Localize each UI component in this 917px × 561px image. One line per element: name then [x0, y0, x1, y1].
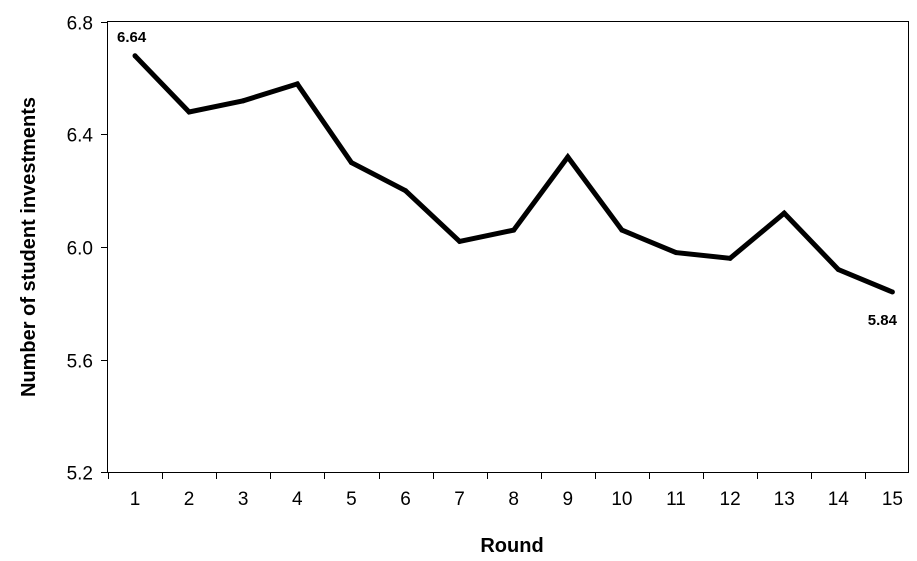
series-line	[133, 54, 894, 295]
y-axis-title: Number of student investments	[18, 97, 40, 397]
data-point	[240, 98, 246, 104]
data-point	[619, 227, 625, 233]
x-tick-label: 2	[184, 489, 195, 510]
data-label: 6.64	[117, 29, 147, 46]
data-point	[403, 188, 408, 194]
data-point	[186, 109, 192, 115]
x-tick-label: 13	[774, 489, 795, 510]
data-point	[348, 160, 354, 166]
x-tick-label: 12	[720, 489, 741, 510]
y-tick-label: 5.2	[67, 464, 93, 485]
y-axis: 5.2 5.6 6.0 6.4 6.8	[67, 14, 108, 485]
data-point	[132, 53, 138, 59]
plot-frame	[107, 21, 909, 473]
y-tick-label: 6.0	[67, 239, 93, 260]
x-tick-label: 9	[563, 489, 574, 510]
data-point	[781, 210, 787, 216]
x-tick-label: 4	[292, 489, 303, 510]
data-point	[457, 238, 463, 244]
data-point	[565, 154, 571, 160]
y-tick-label: 6.8	[67, 14, 93, 35]
x-tick-label: 14	[828, 489, 850, 510]
x-tick-label: 11	[666, 489, 686, 510]
data-labels: 6.64 5.84	[117, 29, 898, 329]
y-tick-label: 5.6	[67, 352, 93, 373]
x-tick-label: 7	[454, 489, 465, 510]
x-axis-title: Round	[480, 535, 543, 557]
data-label: 5.84	[868, 312, 898, 329]
data-point	[835, 267, 841, 272]
data-point	[294, 81, 300, 87]
x-tick-label: 3	[238, 489, 249, 510]
data-point	[727, 255, 733, 261]
x-tick-label: 5	[346, 489, 357, 510]
x-tick-label: 10	[611, 489, 632, 510]
data-point	[673, 250, 679, 256]
x-tick-label: 6	[400, 489, 411, 510]
x-tick-label: 1	[130, 489, 141, 510]
y-tick-label: 6.4	[67, 126, 94, 147]
x-axis: 1 2 3 4 5 6 7 8 9 10 11 12 13 14 15	[108, 472, 903, 510]
data-point	[889, 289, 895, 295]
data-point	[511, 227, 517, 233]
x-tick-label: 15	[882, 489, 903, 510]
x-tick-label: 8	[508, 489, 519, 510]
